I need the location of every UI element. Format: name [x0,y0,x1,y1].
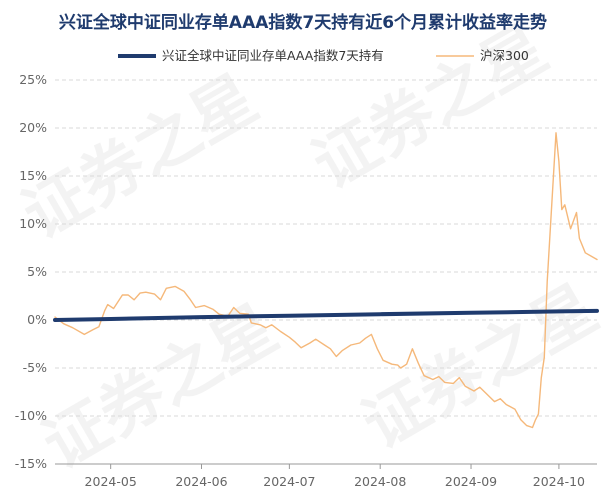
y-tick-label: 25% [19,72,47,87]
x-tick-label: 2024-05 [85,474,137,489]
x-tick-label: 2024-10 [533,474,585,489]
y-tick-label: 5% [27,264,47,279]
watermark-text-2: 证券之星 [301,12,560,204]
legend-label-hs300: 沪深300 [480,48,529,63]
series-layer [53,132,599,429]
series-line-hs300 [54,132,598,429]
legend-label-fund: 兴证全球中证同业存单AAA指数7天持有 [162,48,384,63]
y-axis: 25% 20% 15% 10% 5% 0% -5% -10% -15% [15,72,47,471]
watermark-text-1: 证券之星 [11,62,270,254]
y-tick-label: -10% [15,408,47,423]
series-line-fund [53,308,599,322]
y-tick-label: -5% [23,360,47,375]
chart-title: 兴证全球中证同业存单AAA指数7天持有近6个月累计收益率走势 [59,12,547,33]
y-tick-label: 0% [27,312,47,327]
x-axis: 2024-05 2024-06 2024-07 2024-08 2024-09 2024-… [55,463,597,489]
y-tick-label: 10% [19,216,47,231]
x-tick-label: 2024-08 [354,474,406,489]
legend: 兴证全球中证同业存单AAA指数7天持有 沪深300 [118,48,529,63]
x-tick-label: 2024-07 [263,474,315,489]
y-tick-label: 20% [19,120,47,135]
y-tick-label: -15% [15,456,47,471]
x-tick-label: 2024-09 [445,474,497,489]
y-tick-label: 15% [19,168,47,183]
x-tick-label: 2024-06 [175,474,227,489]
